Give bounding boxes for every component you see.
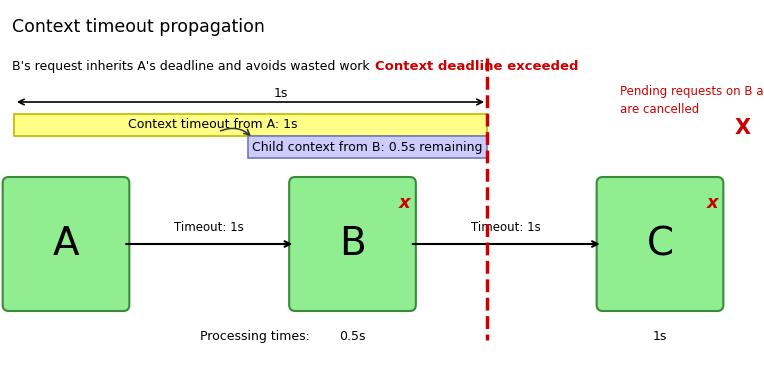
Text: B's request inherits A's deadline and avoids wasted work: B's request inherits A's deadline and av… xyxy=(12,60,370,73)
Text: x: x xyxy=(707,194,719,212)
FancyBboxPatch shape xyxy=(248,136,487,158)
Text: C: C xyxy=(646,225,674,263)
FancyBboxPatch shape xyxy=(2,177,129,311)
Text: Child context from B: 0.5s remaining: Child context from B: 0.5s remaining xyxy=(252,141,483,153)
Text: x: x xyxy=(399,194,411,212)
Text: Pending requests on B and C
are cancelled: Pending requests on B and C are cancelle… xyxy=(620,85,764,116)
FancyBboxPatch shape xyxy=(597,177,724,311)
Text: A: A xyxy=(53,225,79,263)
Text: 1s: 1s xyxy=(652,330,667,343)
Text: Timeout: 1s: Timeout: 1s xyxy=(174,221,244,234)
Text: 1s: 1s xyxy=(274,87,288,100)
Text: Context timeout from A: 1s: Context timeout from A: 1s xyxy=(128,119,297,131)
Text: Context timeout propagation: Context timeout propagation xyxy=(12,18,265,36)
FancyBboxPatch shape xyxy=(289,177,416,311)
Text: 0.5s: 0.5s xyxy=(339,330,366,343)
Text: B: B xyxy=(339,225,366,263)
Text: Processing times:: Processing times: xyxy=(200,330,310,343)
Text: X: X xyxy=(735,118,751,138)
Text: Timeout: 1s: Timeout: 1s xyxy=(471,221,541,234)
Text: Context deadline exceeded: Context deadline exceeded xyxy=(375,60,579,73)
FancyBboxPatch shape xyxy=(14,114,487,136)
